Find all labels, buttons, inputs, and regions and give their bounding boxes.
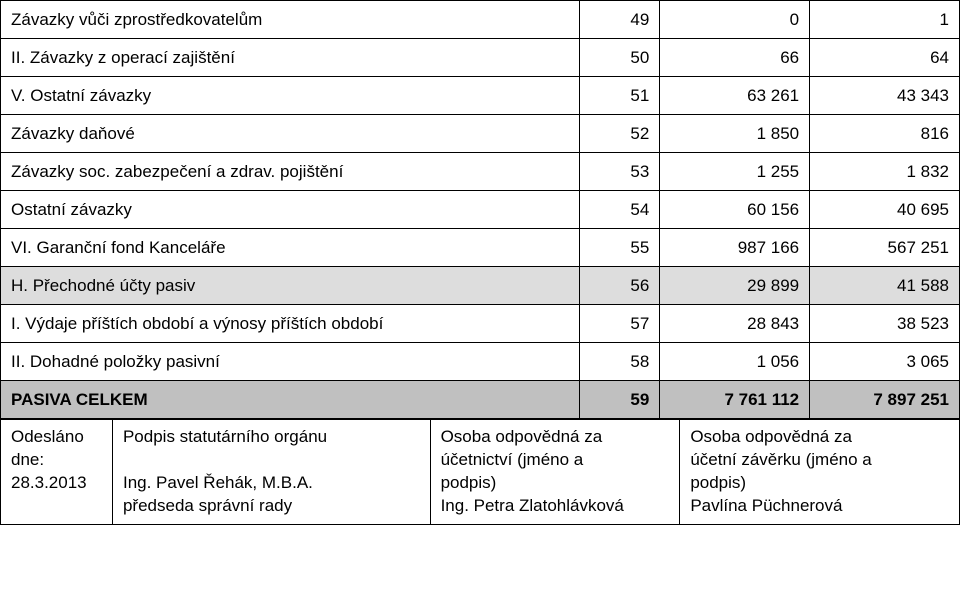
row-value-prior: 567 251 [810, 229, 960, 267]
row-number: 59 [580, 381, 660, 419]
row-label: Závazky daňové [1, 115, 580, 153]
row-label: PASIVA CELKEM [1, 381, 580, 419]
row-value-prior: 816 [810, 115, 960, 153]
row-value-current: 1 255 [660, 153, 810, 191]
row-label: II. Závazky z operací zajištění [1, 39, 580, 77]
row-value-prior: 43 343 [810, 77, 960, 115]
row-value-current: 66 [660, 39, 810, 77]
sig-acct-line1: Osoba odpovědná za [441, 427, 603, 446]
row-value-prior: 38 523 [810, 305, 960, 343]
row-value-prior: 64 [810, 39, 960, 77]
sig-close-line2: účetní závěrku (jméno a [690, 450, 871, 469]
row-number: 52 [580, 115, 660, 153]
row-number: 57 [580, 305, 660, 343]
sig-acct-line4: Ing. Petra Zlatohlávková [441, 496, 624, 515]
row-label: Ostatní závazky [1, 191, 580, 229]
table-row: Závazky soc. zabezpečení a zdrav. pojišt… [1, 153, 960, 191]
table-row: V. Ostatní závazky5163 26143 343 [1, 77, 960, 115]
sig-sent-line1: Odesláno [11, 427, 84, 446]
table-row: Ostatní závazky5460 15640 695 [1, 191, 960, 229]
row-label: I. Výdaje příštích období a výnosy příšt… [1, 305, 580, 343]
row-value-prior: 7 897 251 [810, 381, 960, 419]
table-row: II. Závazky z operací zajištění506664 [1, 39, 960, 77]
row-value-current: 63 261 [660, 77, 810, 115]
row-label: VI. Garanční fond Kanceláře [1, 229, 580, 267]
table-row: I. Výdaje příštích období a výnosy příšt… [1, 305, 960, 343]
row-value-current: 28 843 [660, 305, 810, 343]
row-value-prior: 41 588 [810, 267, 960, 305]
table-row: VI. Garanční fond Kanceláře55987 166567 … [1, 229, 960, 267]
row-label: V. Ostatní závazky [1, 77, 580, 115]
row-label: II. Dohadné položky pasivní [1, 343, 580, 381]
row-label: H. Přechodné účty pasiv [1, 267, 580, 305]
table-row: PASIVA CELKEM597 761 1127 897 251 [1, 381, 960, 419]
row-value-prior: 40 695 [810, 191, 960, 229]
row-value-current: 1 056 [660, 343, 810, 381]
row-number: 50 [580, 39, 660, 77]
sig-sent-cell: Odesláno dne: 28.3.2013 [1, 420, 113, 525]
row-number: 55 [580, 229, 660, 267]
sig-sent-line2: dne: [11, 450, 44, 469]
row-value-prior: 1 832 [810, 153, 960, 191]
row-number: 53 [580, 153, 660, 191]
row-value-prior: 3 065 [810, 343, 960, 381]
table-row: H. Přechodné účty pasiv5629 89941 588 [1, 267, 960, 305]
row-number: 56 [580, 267, 660, 305]
sig-acct-line3: podpis) [441, 473, 497, 492]
signature-table: Odesláno dne: 28.3.2013 Podpis statutárn… [0, 419, 960, 525]
table-row: Závazky vůči zprostředkovatelům4901 [1, 1, 960, 39]
sig-acct-line2: účetnictví (jméno a [441, 450, 584, 469]
sig-close-line3: podpis) [690, 473, 746, 492]
row-number: 54 [580, 191, 660, 229]
sig-accounting-cell: Osoba odpovědná za účetnictví (jméno a p… [430, 420, 680, 525]
table-row: II. Dohadné položky pasivní581 0563 065 [1, 343, 960, 381]
sig-close-line4: Pavlína Püchnerová [690, 496, 842, 515]
sig-close-line1: Osoba odpovědná za [690, 427, 852, 446]
sig-statutory-line1: Podpis statutárního orgánu [123, 427, 327, 446]
sig-statutory-line3: Ing. Pavel Řehák, M.B.A. [123, 473, 313, 492]
row-value-current: 0 [660, 1, 810, 39]
row-value-current: 1 850 [660, 115, 810, 153]
sig-closing-cell: Osoba odpovědná za účetní závěrku (jméno… [680, 420, 960, 525]
row-number: 51 [580, 77, 660, 115]
row-value-current: 60 156 [660, 191, 810, 229]
row-label: Závazky vůči zprostředkovatelům [1, 1, 580, 39]
financial-table: Závazky vůči zprostředkovatelům4901II. Z… [0, 0, 960, 419]
sig-sent-line3: 28.3.2013 [11, 473, 87, 492]
page: { "rows": [ { "label": "Závazky vůči zpr… [0, 0, 960, 607]
sig-statutory-line4: předseda správní rady [123, 496, 292, 515]
row-number: 49 [580, 1, 660, 39]
sig-statutory-cell: Podpis statutárního orgánu Ing. Pavel Ře… [112, 420, 430, 525]
row-value-current: 987 166 [660, 229, 810, 267]
row-value-current: 7 761 112 [660, 381, 810, 419]
row-value-prior: 1 [810, 1, 960, 39]
row-number: 58 [580, 343, 660, 381]
row-label: Závazky soc. zabezpečení a zdrav. pojišt… [1, 153, 580, 191]
table-row: Závazky daňové521 850816 [1, 115, 960, 153]
row-value-current: 29 899 [660, 267, 810, 305]
